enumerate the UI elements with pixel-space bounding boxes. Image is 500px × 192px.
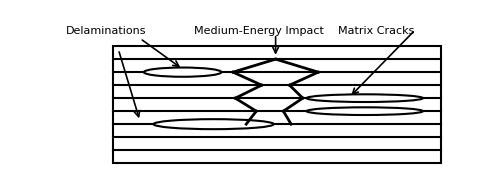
Text: Delaminations: Delaminations	[66, 26, 146, 36]
Text: Matrix Cracks: Matrix Cracks	[338, 26, 414, 36]
Ellipse shape	[306, 94, 423, 102]
Ellipse shape	[154, 119, 274, 129]
Ellipse shape	[306, 107, 423, 115]
Ellipse shape	[144, 68, 222, 77]
Text: Medium-Energy Impact: Medium-Energy Impact	[194, 26, 324, 36]
